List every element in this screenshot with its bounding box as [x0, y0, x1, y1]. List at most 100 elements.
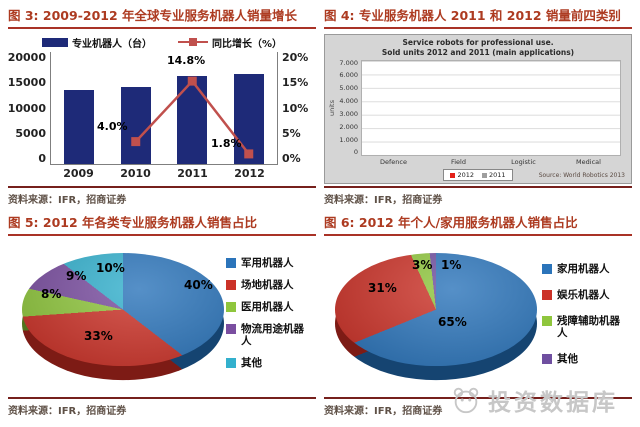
legend-swatch-icon [482, 172, 487, 178]
legend-item: 医用机器人 [226, 301, 314, 313]
legend-swatch-icon [226, 324, 236, 335]
chart4-subtitle: Sold units 2012 and 2011 (main applicati… [381, 47, 575, 57]
x-tick: Field [450, 157, 466, 166]
slice-label-logistics: 9% [66, 269, 87, 283]
legend-item: 残障辅助机器人 [542, 315, 630, 339]
line-marker-swatch-icon [177, 37, 208, 47]
legend-swatch-icon [226, 280, 236, 291]
legend-label: 娱乐机器人 [557, 289, 610, 302]
chart3-plot-area: 20000 15000 10000 5000 0 [8, 52, 316, 181]
chart3-left-axis: 20000 15000 10000 5000 0 [8, 52, 50, 164]
legend-item: 军用机器人 [226, 257, 314, 269]
x-tick: Medical [576, 157, 601, 166]
legend-label: 其他 [241, 357, 262, 370]
legend-2011-label: 2011 [489, 171, 506, 179]
slice-label-assistive: 3% [412, 258, 433, 272]
chart4-plot [361, 59, 621, 156]
chart4-legend: 2012 2011 [443, 169, 513, 181]
slice-label-entertainment: 31% [368, 281, 397, 295]
legend-item: 娱乐机器人 [542, 289, 630, 301]
data-label-2012: 1.8% [211, 137, 242, 150]
legend-swatch-icon [542, 354, 552, 365]
figure-3: 图 3: 2009-2012 年全球专业服务机器人销量增长 专业机器人（台） 同… [8, 5, 316, 206]
ifr-chart-box: Service robots for professional use. Sol… [324, 34, 632, 184]
axis-tick: 5.000 [339, 84, 358, 93]
chart3-legend: 专业机器人（台） 同比增长（%） [8, 34, 316, 50]
slice-label-other: 10% [96, 261, 125, 275]
legend-2011: 2011 [482, 171, 506, 179]
legend-item: 场地机器人 [226, 279, 314, 291]
figure-3-title: 图 3: 2009-2012 年全球专业服务机器人销量增长 [8, 5, 316, 29]
chart4-y-axis: 7.000 6.000 5.000 4.000 3.000 2.000 1.00… [337, 58, 361, 157]
axis-tick: 2.000 [339, 122, 358, 131]
figure-3-source: 资料来源：IFR，招商证券 [8, 195, 127, 206]
legend-swatch-icon [226, 258, 236, 268]
legend-label: 医用机器人 [241, 301, 294, 314]
x-tick: 2011 [177, 166, 208, 180]
chart4-y-axis-label: units [327, 60, 337, 157]
figure-6-title: 图 6: 2012 年个人/家用服务机器人销售占比 [324, 212, 632, 236]
figure-6-source: 资料来源：IFR，招商证券 [324, 406, 443, 417]
bar-2009 [64, 89, 95, 164]
slice-label-other: 1% [441, 258, 462, 272]
chart3-plot: 4.0% 14.8% 1.8% [50, 52, 278, 165]
legend-label: 物流用途机器人 [241, 323, 304, 348]
axis-tick: 15% [282, 76, 309, 90]
bar-swatch-icon [41, 37, 68, 47]
figure-5: 图 5: 2012 年各类专业服务机器人销售占比 40% 33% 8% 9% 1… [8, 212, 316, 417]
x-tick: 2012 [234, 166, 265, 180]
legend-item: 其他 [542, 353, 630, 365]
x-tick: 2010 [120, 166, 151, 180]
legend-item: 其他 [226, 357, 314, 369]
axis-tick: 4.000 [339, 97, 358, 106]
legend-swatch-icon [542, 264, 552, 274]
chart4-bars [362, 61, 620, 156]
axis-tick: 0% [282, 152, 301, 165]
legend-label: 场地机器人 [241, 279, 294, 292]
axis-tick: 6.000 [339, 71, 358, 80]
axis-tick: 10000 [7, 101, 46, 115]
figure-4: 图 4: 专业服务机器人 2011 和 2012 销量前四类别 Service … [324, 5, 632, 206]
legend-2012: 2012 [450, 171, 474, 179]
bar-2010 [120, 87, 151, 164]
pie6-legend: 家用机器人 娱乐机器人 残障辅助机器人 其他 [542, 263, 630, 365]
axis-tick: 0 [353, 148, 358, 157]
legend-swatch-icon [542, 290, 552, 301]
legend-label: 军用机器人 [241, 257, 294, 269]
chart4-title: Service robots for professional use. [402, 38, 554, 47]
figure-5-title: 图 5: 2012 年各类专业服务机器人销售占比 [8, 212, 316, 236]
chart4-legend-row: 2012 2011 [325, 167, 631, 183]
chart3-legend-line-label: 同比增长（%） [211, 38, 283, 50]
data-label-2011: 14.8% [167, 54, 206, 67]
pie-professional-robots [22, 253, 224, 385]
chart4-source-note: Source: World Robotics 2013 [538, 172, 625, 179]
axis-tick: 3.000 [339, 109, 358, 118]
axis-tick: 0 [38, 152, 46, 165]
pie-domestic-robots [335, 253, 537, 385]
pie-top [22, 253, 224, 367]
chart3-legend-line: 同比增长（%） [177, 35, 283, 50]
divider [324, 186, 632, 188]
figure-3-chart: 专业机器人（台） 同比增长（%） 20000 15000 10000 5000 … [8, 34, 316, 184]
chart3-legend-bars-label: 专业机器人（台） [71, 38, 152, 50]
legend-label: 家用机器人 [557, 263, 610, 275]
growth-line [131, 76, 254, 159]
mascot-logo-icon [453, 387, 479, 414]
divider [8, 186, 316, 188]
figure-6: 图 6: 2012 年个人/家用服务机器人销售占比 65% 31% 3% 1% … [324, 212, 632, 417]
figure-5-source: 资料来源：IFR，招商证券 [8, 406, 127, 417]
x-tick: Defence [380, 157, 407, 166]
x-tick: 2009 [63, 166, 94, 180]
figure-4-chart: Service robots for professional use. Sol… [324, 34, 632, 184]
axis-tick: 7.000 [339, 58, 358, 67]
data-label-2010: 4.0% [97, 120, 128, 133]
slice-label-military: 40% [184, 278, 213, 292]
pie-top [335, 253, 537, 367]
watermark-text: 投资数据库 [488, 390, 618, 416]
axis-tick: 10% [282, 101, 309, 115]
watermark: 投资数据库 [450, 383, 618, 417]
axis-tick: 1.000 [339, 135, 358, 144]
axis-tick: 15000 [7, 76, 46, 90]
legend-item: 物流用途机器人 [226, 323, 314, 347]
divider [8, 397, 316, 399]
